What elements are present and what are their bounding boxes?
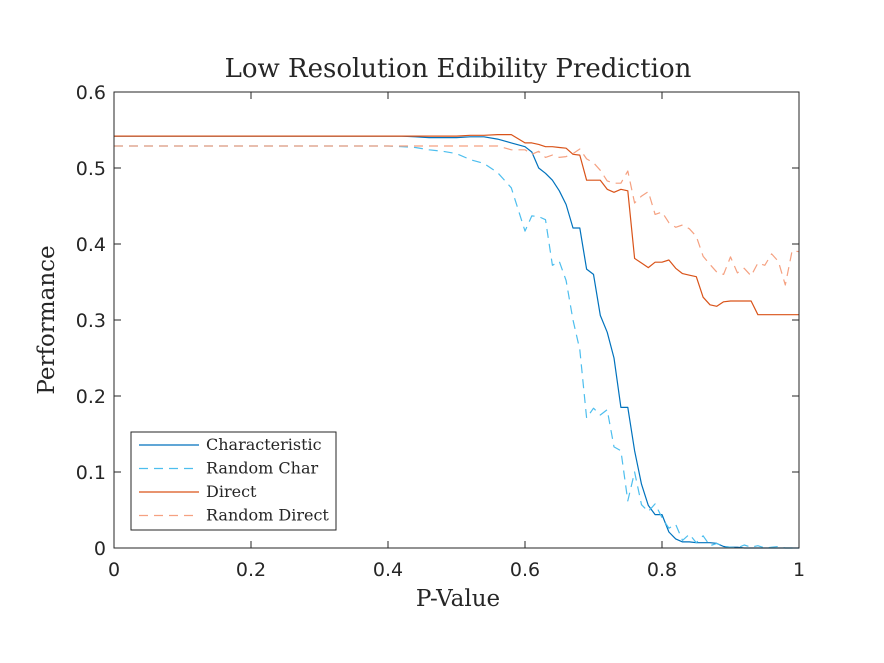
y-tick-label: 0.3	[76, 310, 106, 332]
axis-ticks: 0 0.2 0.4 0.6 0.8 1 0 0.1 0.2 0.3 0.4 0.5 0.6	[76, 82, 805, 581]
legend-label: Random Direct	[206, 506, 329, 525]
legend-label: Random Char	[206, 459, 318, 478]
x-axis-label: P-Value	[416, 586, 500, 612]
legend: Characteristic Random Char Direct Random Di…	[130, 431, 337, 531]
series-line-direct	[114, 134, 799, 316]
y-tick-label: 0.6	[76, 82, 106, 104]
series-line-random-char	[114, 145, 799, 549]
y-tick-label: 0.5	[76, 158, 106, 180]
x-tick-label: 0	[108, 559, 120, 581]
legend-box	[130, 431, 337, 531]
series-line-characteristic	[114, 135, 799, 549]
legend-label: Direct	[206, 482, 257, 501]
series-lines	[114, 134, 800, 549]
legend-label: Characteristic	[206, 435, 322, 454]
x-tick-label: 0.8	[647, 559, 677, 581]
y-tick-label: 0	[94, 538, 106, 560]
y-axis-label: Performance	[34, 245, 60, 394]
x-tick-label: 0.6	[510, 559, 540, 581]
series-line-random-direct	[114, 145, 800, 286]
x-tick-label: 1	[793, 559, 805, 581]
x-tick-label: 0.2	[236, 559, 266, 581]
x-tick-label: 0.4	[373, 559, 403, 581]
y-tick-label: 0.1	[76, 462, 106, 484]
y-tick-label: 0.4	[76, 234, 106, 256]
y-tick-label: 0.2	[76, 386, 106, 408]
chart-title: Low Resolution Edibility Prediction	[225, 54, 692, 84]
